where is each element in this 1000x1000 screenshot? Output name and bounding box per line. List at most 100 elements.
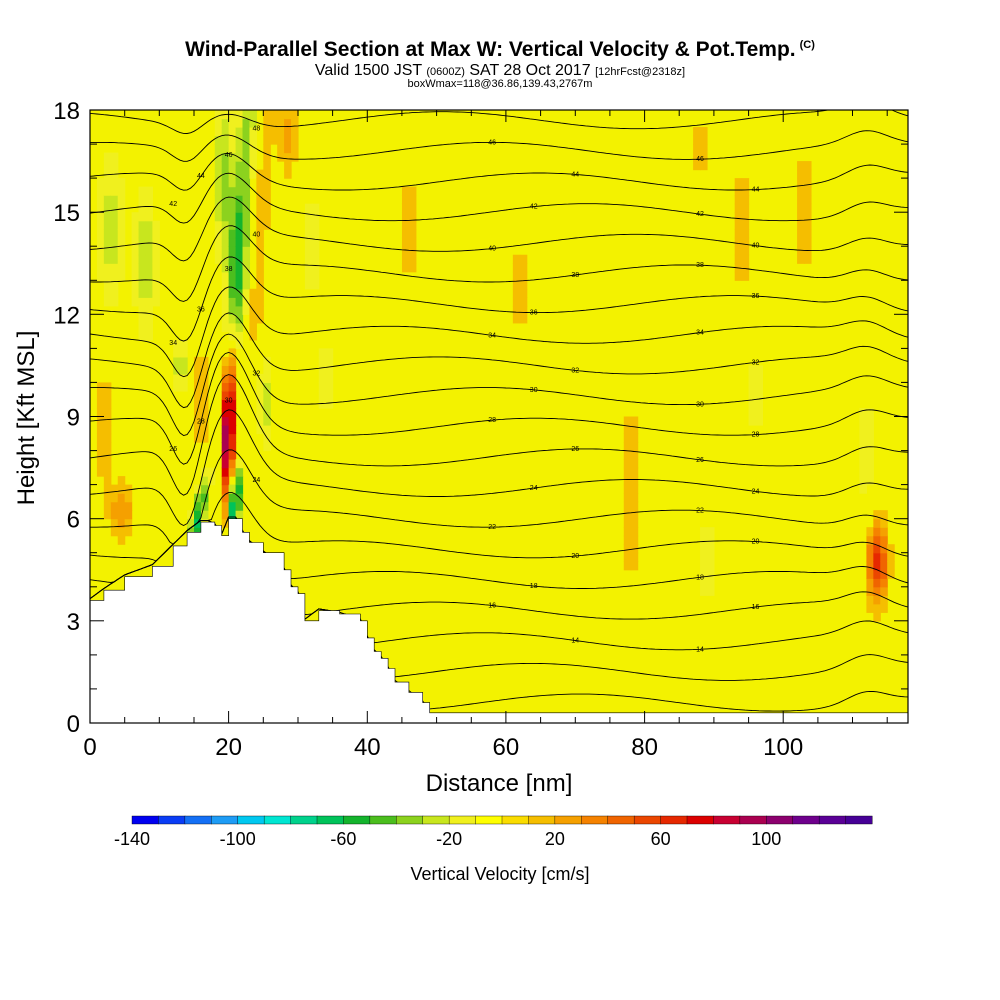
w-cell xyxy=(110,510,119,520)
w-cell xyxy=(193,399,202,409)
theta-contour-32 xyxy=(90,312,908,409)
w-cell xyxy=(263,178,271,188)
w-cell xyxy=(131,229,140,239)
w-cell xyxy=(741,254,750,264)
colorbar-swatch xyxy=(343,815,371,825)
w-cell xyxy=(152,246,160,256)
w-cell xyxy=(110,220,119,230)
w-cell xyxy=(797,161,805,171)
w-cell xyxy=(408,263,417,273)
w-cell xyxy=(200,433,209,443)
w-cell xyxy=(110,152,119,162)
colorbar-swatch xyxy=(581,815,609,825)
w-cell xyxy=(214,152,223,162)
w-cell xyxy=(304,220,313,230)
w-cell xyxy=(706,527,715,537)
w-cell xyxy=(152,288,160,298)
w-cell xyxy=(110,237,119,247)
w-cell xyxy=(741,212,750,222)
w-cell xyxy=(228,356,237,367)
w-cell xyxy=(325,382,334,392)
w-cell xyxy=(228,203,237,213)
w-cell xyxy=(401,229,410,239)
w-cell xyxy=(741,178,750,188)
w-cell xyxy=(242,246,251,256)
w-cell xyxy=(873,510,881,520)
w-cell xyxy=(242,127,251,137)
w-cell xyxy=(193,501,202,511)
w-cell xyxy=(221,484,230,494)
y-tick-labels: 0 3 6 9 12 15 18 xyxy=(53,98,80,738)
w-cell xyxy=(131,254,140,264)
w-cell xyxy=(408,254,417,264)
w-cell xyxy=(221,212,230,222)
w-cell xyxy=(408,237,417,247)
w-cell xyxy=(193,518,202,528)
w-cell xyxy=(284,169,292,179)
w-cell xyxy=(249,118,257,128)
w-cell xyxy=(138,305,147,315)
w-cell xyxy=(242,195,251,205)
w-cell xyxy=(235,118,244,128)
w-cell xyxy=(263,152,271,162)
w-cell xyxy=(124,493,133,503)
w-cell xyxy=(110,271,119,281)
w-cell xyxy=(242,288,251,298)
w-cell xyxy=(221,433,230,443)
w-cell xyxy=(256,373,264,384)
w-cell xyxy=(304,271,313,281)
w-cell xyxy=(117,493,126,503)
w-cell xyxy=(235,152,244,162)
w-cell xyxy=(235,467,244,477)
w-cell xyxy=(291,152,299,162)
w-cell xyxy=(263,373,271,384)
w-cell xyxy=(873,612,881,622)
w-cell xyxy=(110,280,119,290)
w-cell xyxy=(193,407,202,418)
w-cell xyxy=(110,161,119,171)
w-cell xyxy=(700,535,708,545)
w-cell xyxy=(103,390,112,401)
w-cell xyxy=(242,144,251,154)
w-cell xyxy=(193,527,202,537)
w-cell xyxy=(96,254,105,264)
theta-contour-label: 20 xyxy=(571,553,579,560)
w-cell xyxy=(200,510,209,520)
w-cell xyxy=(187,510,195,520)
w-cell xyxy=(291,135,299,145)
w-cell xyxy=(242,152,251,162)
w-cell xyxy=(228,195,237,205)
w-cell xyxy=(700,127,708,137)
w-cell xyxy=(228,127,237,137)
w-cell xyxy=(859,442,867,452)
w-cell xyxy=(263,203,271,213)
theta-contour-label: 16 xyxy=(488,603,496,610)
w-cell xyxy=(228,493,237,503)
w-cell xyxy=(228,331,237,341)
w-cell xyxy=(221,501,230,511)
w-cell xyxy=(110,195,119,205)
theta-contour-label: 26 xyxy=(571,446,579,453)
copyright-mark: (C) xyxy=(799,39,815,51)
w-cell xyxy=(228,186,237,196)
w-cell xyxy=(804,237,812,247)
w-cell xyxy=(235,203,244,213)
w-cell xyxy=(103,433,112,443)
w-cell xyxy=(145,271,153,281)
w-cell xyxy=(117,527,126,537)
w-cell xyxy=(630,561,639,571)
w-cell xyxy=(873,586,881,596)
w-cell xyxy=(304,212,313,222)
w-cell xyxy=(242,110,251,120)
w-cell xyxy=(96,382,105,392)
w-cell xyxy=(221,322,230,332)
w-cell xyxy=(221,399,230,409)
w-cell xyxy=(145,220,153,230)
w-cell xyxy=(193,510,202,520)
w-cell xyxy=(623,552,632,562)
x-tick-label: 100 xyxy=(763,734,803,761)
w-cell xyxy=(797,195,805,205)
w-cell xyxy=(866,603,874,613)
w-cell xyxy=(623,450,632,460)
w-cell xyxy=(221,390,230,401)
